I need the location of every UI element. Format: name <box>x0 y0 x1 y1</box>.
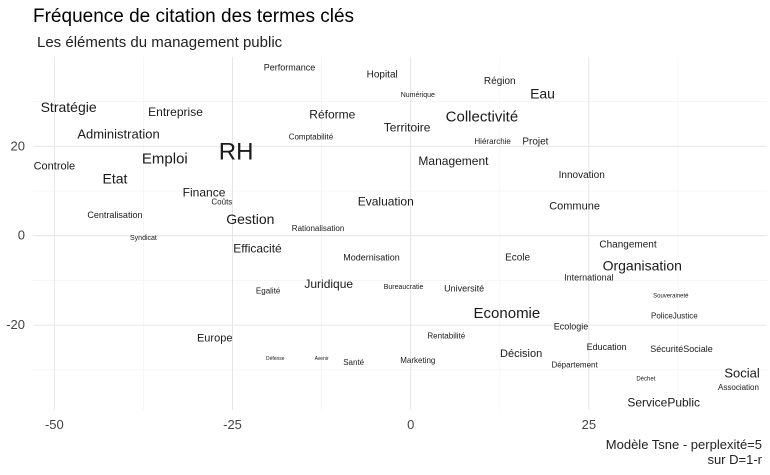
word-label: RH <box>219 138 254 165</box>
word-label: Déchet <box>636 376 655 382</box>
word-label: Association <box>718 383 759 392</box>
word-label: Hopital <box>367 70 398 81</box>
word-label: Défense <box>266 356 285 362</box>
word-label: SécuritéSociale <box>650 344 713 354</box>
word-label: Performance <box>264 63 316 73</box>
chart-caption: Modèle Tsne - perplexité=5 sur D=1-r <box>606 437 762 467</box>
word-label: Europe <box>197 332 232 344</box>
word-label: Management <box>418 154 489 168</box>
caption-line-2: sur D=1-r <box>707 452 762 467</box>
word-label: Stratégie <box>41 99 97 115</box>
caption-line-1: Modèle Tsne - perplexité=5 <box>605 437 762 452</box>
grid-lines <box>33 57 767 410</box>
word-label: PoliceJustice <box>651 311 698 320</box>
word-label: Etat <box>102 171 127 187</box>
word-label: Centralisation <box>87 210 142 220</box>
word-label: Projet <box>522 137 548 148</box>
word-label: Santé <box>343 358 364 367</box>
word-label: Finance <box>183 185 226 199</box>
y-tick-label: 20 <box>11 138 25 153</box>
word-labels: Performance Hopital Région Numérique Eau Stra… <box>34 63 760 410</box>
word-label: Juridique <box>304 277 353 291</box>
word-label: Innovation <box>559 170 605 181</box>
y-tick-label: -20 <box>6 317 25 332</box>
word-label: Gestion <box>226 211 274 227</box>
word-label: Entreprise <box>148 105 203 119</box>
x-tick-label: -25 <box>223 417 242 432</box>
word-label: Coûts <box>211 197 232 206</box>
word-label: Région <box>484 76 516 87</box>
word-label: Emploi <box>142 151 188 168</box>
x-tick-label: 25 <box>582 417 596 432</box>
word-label: Syndicat <box>130 235 157 242</box>
word-label: Décision <box>500 348 542 360</box>
word-label: Organisation <box>603 258 682 274</box>
word-label: ServicePublic <box>627 395 700 409</box>
word-label: Evaluation <box>358 194 414 208</box>
x-tick-label: 0 <box>407 417 414 432</box>
word-label: Ecole <box>505 253 530 264</box>
x-axis-ticks: -50 -25 0 25 <box>45 417 596 432</box>
word-label: Rationalisation <box>292 224 344 233</box>
word-label: Comptabilité <box>289 133 334 142</box>
word-label: Bureaucratie <box>384 284 424 291</box>
word-label: Egalité <box>256 287 281 296</box>
word-label: Administration <box>77 127 159 142</box>
word-label: Ecologie <box>554 322 589 332</box>
word-label: Economie <box>474 305 541 322</box>
word-label: Territoire <box>384 121 431 135</box>
word-label: Avenir <box>315 356 329 362</box>
x-tick-label: -50 <box>45 417 64 432</box>
word-label: Hiérarchie <box>474 137 511 146</box>
word-label: Collectivité <box>446 108 519 125</box>
word-label: Social <box>724 366 760 381</box>
word-label: Education <box>587 342 627 352</box>
word-label: International <box>564 273 614 283</box>
word-label: Souveraineté <box>653 294 689 300</box>
y-axis-ticks: -20 0 20 <box>6 138 25 332</box>
word-label: Modernisation <box>343 252 400 262</box>
word-label: Controle <box>34 160 76 172</box>
chart-subtitle: Les éléments du management public <box>37 34 283 51</box>
word-label: Eau <box>530 86 555 102</box>
word-label: Université <box>444 284 484 294</box>
word-label: Numérique <box>401 92 435 99</box>
word-label: Rentabilité <box>427 331 465 340</box>
word-label: Changement <box>599 239 656 250</box>
word-label: Marketing <box>400 356 435 365</box>
word-label: Efficacité <box>233 241 282 255</box>
word-label: Réforme <box>309 107 355 121</box>
word-label: Commune <box>549 201 600 213</box>
y-tick-label: 0 <box>18 228 25 243</box>
chart-title: Fréquence de citation des termes clés <box>33 6 355 27</box>
plot-panel <box>33 57 767 410</box>
word-label: Département <box>551 360 598 369</box>
